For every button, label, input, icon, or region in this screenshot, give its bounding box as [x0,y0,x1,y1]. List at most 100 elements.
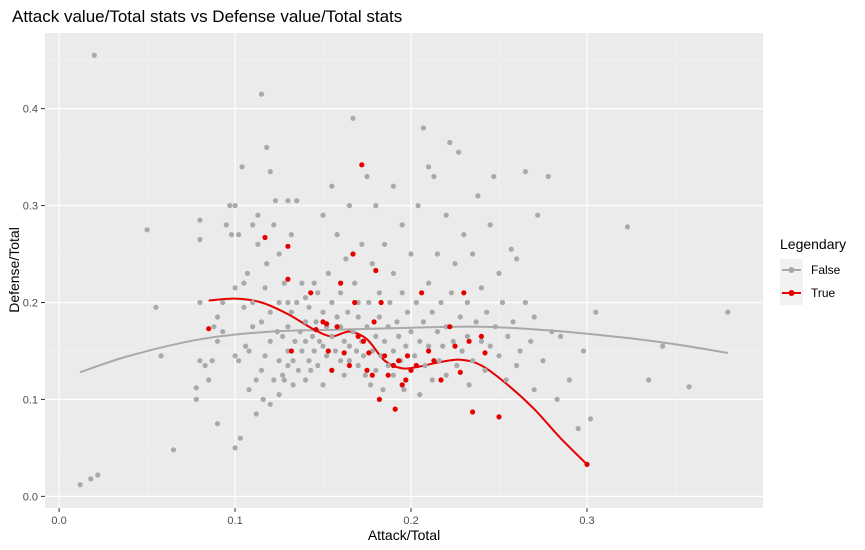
legend-label-true: True [811,286,836,300]
point-false [399,290,405,296]
point-false [281,280,287,286]
point-false [624,224,631,230]
point-false [478,338,484,344]
point-false [450,338,456,344]
point-false [320,382,326,388]
point-false [262,285,268,291]
point-true [396,358,402,364]
point-true [470,409,476,415]
legend-point-false [788,267,795,273]
point-false [227,203,233,209]
y-axis-ticks: 0.0 0.1 0.2 0.3 0.4 [23,104,45,503]
point-true [390,362,396,369]
point-false [499,299,506,306]
point-false [288,232,294,238]
point-false [232,353,238,359]
point-false [369,261,375,267]
point-false [228,232,235,238]
point-false [246,387,252,393]
point-true [426,348,432,354]
point-false [408,329,414,335]
point-true [392,406,398,412]
point-false [404,309,411,315]
point-false [456,149,462,155]
point-false [197,217,203,223]
point-false [320,309,326,315]
point-false [429,309,435,315]
point-true [478,333,484,339]
point-false [408,251,414,257]
point-false [329,183,335,189]
point-false [285,324,291,330]
point-true [355,333,361,339]
point-false [399,222,405,228]
point-false [353,348,360,354]
point-false [95,472,101,478]
point-true [285,243,291,249]
point-false [436,358,442,364]
point-true [346,362,352,369]
point-false [315,290,321,296]
point-false [508,246,514,252]
point-false [522,169,529,175]
point-false [253,377,259,383]
point-false [355,314,361,320]
point-false [459,348,465,354]
point-false [376,290,382,296]
point-true [438,377,444,383]
point-true [466,338,472,344]
point-false [88,476,94,482]
point-true [373,267,379,274]
point-false [478,285,484,291]
point-true [308,290,314,296]
point-false [246,348,252,354]
point-false [255,212,261,218]
point-false [434,251,440,257]
point-false [350,329,356,335]
point-true [325,348,331,354]
point-false [315,362,321,369]
point-false [540,358,546,364]
point-true [457,369,463,375]
y-tick-label: 0.1 [23,394,38,406]
point-false [443,212,449,218]
point-true [452,343,458,349]
point-false [276,358,282,364]
point-false [214,421,221,427]
point-false [464,299,470,306]
point-false [220,329,226,335]
point-true [371,319,377,325]
point-false [223,222,229,228]
point-false [299,280,305,286]
point-false [431,173,437,180]
point-false [316,338,323,344]
point-false [434,329,440,335]
point-false [211,324,217,330]
point-false [206,377,212,383]
point-true [431,358,437,364]
point-false [346,343,352,349]
point-false [403,343,409,349]
point-false [209,358,215,364]
point-false [295,367,301,373]
point-false [554,396,560,402]
point-false [352,280,358,286]
point-false [376,314,382,320]
point-false [492,324,499,330]
point-true [378,299,384,306]
point-false [334,314,340,320]
x-tick-label: 0.0 [51,515,66,527]
point-false [549,329,555,335]
point-false [396,333,402,339]
point-false [338,290,344,296]
point-true [385,372,391,378]
point-true [329,367,335,373]
point-false [413,299,419,306]
point-false [482,367,488,373]
point-false [491,173,497,180]
point-false [306,304,312,310]
point-false [214,338,221,344]
point-false [294,198,300,204]
data-points [77,52,731,488]
